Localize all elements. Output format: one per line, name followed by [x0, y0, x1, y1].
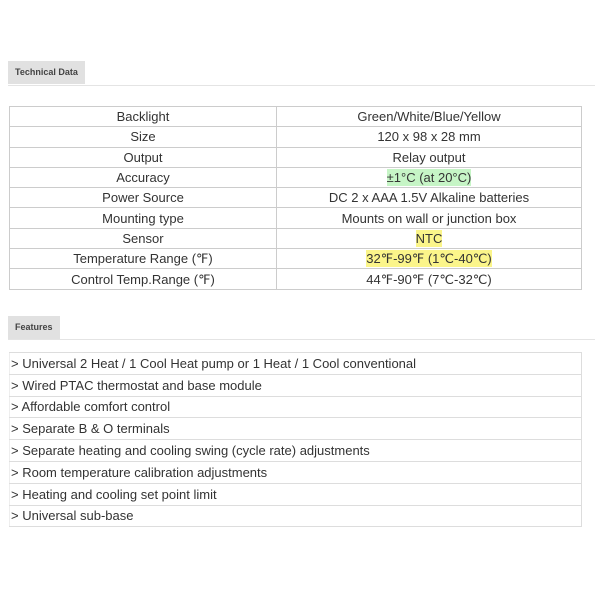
list-item: > Wired PTAC thermostat and base module — [9, 373, 582, 397]
spec-value: NTC — [415, 229, 443, 247]
tab-features[interactable]: Features — [8, 316, 60, 339]
spec-value: Relay output — [392, 149, 466, 165]
list-item: > Separate heating and cooling swing (cy… — [9, 439, 582, 462]
spec-label: Backlight — [9, 105, 277, 128]
table-row: Accuracy ±1°C (at 20°C) — [9, 166, 582, 189]
feature-text: > Universal sub-base — [9, 504, 582, 528]
spec-label: Accuracy — [9, 166, 277, 189]
spec-value-cell: NTC — [276, 227, 582, 250]
spec-value-cell: Relay output — [276, 146, 582, 168]
spec-label: Output — [9, 146, 277, 168]
feature-text: > Room temperature calibration adjustmen… — [9, 460, 582, 484]
spec-label: Power Source — [9, 187, 277, 209]
spec-label: Temperature Range (℉) — [9, 248, 277, 270]
spec-value-cell: 44℉-90℉ (7℃-32℃) — [276, 268, 582, 290]
feature-text: > Universal 2 Heat / 1 Cool Heat pump or… — [9, 352, 582, 375]
spec-label: Size — [9, 126, 277, 148]
features-table: > Universal 2 Heat / 1 Cool Heat pump or… — [9, 352, 582, 528]
table-row: Temperature Range (℉) 32℉-99℉ (1℃-40℃) — [9, 248, 582, 270]
list-item: > Affordable comfort control — [9, 395, 582, 419]
spec-value-cell: Mounts on wall or junction box — [276, 207, 582, 229]
list-item: > Heating and cooling set point limit — [9, 482, 582, 506]
spec-value-cell: 120 x 98 x 28 mm — [276, 126, 582, 148]
feature-text: > Separate heating and cooling swing (cy… — [9, 439, 582, 462]
spec-label: Control Temp.Range (℉) — [9, 268, 277, 290]
divider — [8, 85, 595, 86]
spec-value: DC 2 x AAA 1.5V Alkaline batteries — [328, 190, 530, 206]
table-row: Mounting type Mounts on wall or junction … — [9, 207, 582, 229]
spec-value: ±1°C (at 20°C) — [386, 169, 472, 187]
tab-technical-data[interactable]: Technical Data — [8, 61, 85, 84]
table-row: Sensor NTC — [9, 227, 582, 250]
spec-value: 120 x 98 x 28 mm — [377, 129, 481, 145]
divider — [8, 339, 595, 340]
spec-value: Green/White/Blue/Yellow — [357, 109, 501, 125]
table-row: Backlight Green/White/Blue/Yellow — [9, 105, 582, 128]
spec-label: Sensor — [9, 227, 277, 250]
table-row: Power Source DC 2 x AAA 1.5V Alkaline bat… — [9, 187, 582, 209]
list-item: > Universal sub-base — [9, 504, 582, 528]
spec-value: Mounts on wall or junction box — [341, 210, 517, 226]
feature-text: > Wired PTAC thermostat and base module — [9, 373, 582, 397]
spec-value-cell: 32℉-99℉ (1℃-40℃) — [276, 248, 582, 270]
feature-text: > Affordable comfort control — [9, 395, 582, 419]
feature-text: > Separate B & O terminals — [9, 417, 582, 441]
spec-value-cell: ±1°C (at 20°C) — [276, 166, 582, 189]
list-item: > Universal 2 Heat / 1 Cool Heat pump or… — [9, 352, 582, 375]
list-item: > Separate B & O terminals — [9, 417, 582, 441]
technical-data-table: Backlight Green/White/Blue/Yellow Size 120 … — [9, 105, 582, 290]
spec-value: 32℉-99℉ (1℃-40℃) — [366, 250, 492, 268]
spec-label: Mounting type — [9, 207, 277, 229]
feature-text: > Heating and cooling set point limit — [9, 482, 582, 506]
list-item: > Room temperature calibration adjustmen… — [9, 460, 582, 484]
spec-value-cell: DC 2 x AAA 1.5V Alkaline batteries — [276, 187, 582, 209]
spec-value: 44℉-90℉ (7℃-32℃) — [366, 271, 492, 287]
table-row: Control Temp.Range (℉) 44℉-90℉ (7℃-32℃) — [9, 268, 582, 290]
table-row: Size 120 x 98 x 28 mm — [9, 126, 582, 148]
table-row: Output Relay output — [9, 146, 582, 168]
spec-value-cell: Green/White/Blue/Yellow — [276, 105, 582, 128]
